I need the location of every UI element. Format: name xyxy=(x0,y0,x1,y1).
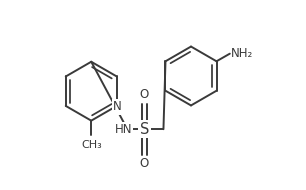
Text: N: N xyxy=(113,100,122,113)
Text: O: O xyxy=(140,157,149,170)
Text: NH₂: NH₂ xyxy=(231,47,253,60)
Text: S: S xyxy=(140,122,149,137)
Text: HN: HN xyxy=(115,123,132,136)
Text: CH₃: CH₃ xyxy=(81,140,102,150)
Text: O: O xyxy=(140,89,149,101)
